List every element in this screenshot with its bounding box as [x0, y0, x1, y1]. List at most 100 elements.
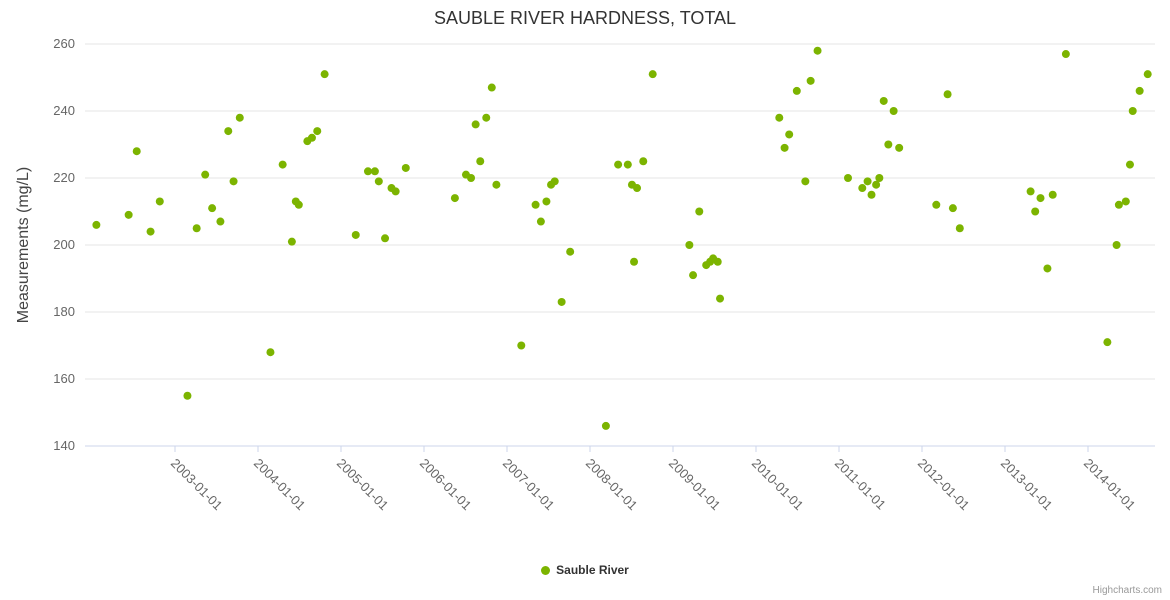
data-point[interactable] — [1125, 160, 1134, 169]
data-point[interactable] — [1135, 86, 1144, 95]
x-tick-label: 2010-01-01 — [749, 456, 807, 514]
data-point[interactable] — [391, 187, 400, 196]
data-point[interactable] — [943, 90, 952, 99]
y-tick-label: 160 — [53, 371, 75, 386]
data-point[interactable] — [216, 217, 225, 226]
data-point[interactable] — [278, 160, 287, 169]
data-point[interactable] — [155, 197, 164, 206]
data-point[interactable] — [531, 200, 540, 209]
data-point[interactable] — [294, 200, 303, 209]
data-point[interactable] — [307, 133, 316, 142]
data-point[interactable] — [183, 391, 192, 400]
data-point[interactable] — [1112, 241, 1121, 249]
data-point[interactable] — [92, 220, 101, 229]
data-point[interactable] — [889, 107, 898, 115]
data-point[interactable] — [713, 257, 722, 266]
data-point[interactable] — [1036, 194, 1045, 203]
data-point[interactable] — [146, 227, 155, 236]
data-point[interactable] — [487, 83, 496, 92]
data-point[interactable] — [879, 96, 888, 105]
data-point[interactable] — [351, 230, 360, 239]
data-point[interactable] — [542, 197, 551, 206]
data-point[interactable] — [685, 241, 694, 249]
data-point[interactable] — [320, 70, 329, 79]
data-point[interactable] — [363, 167, 372, 176]
data-point[interactable] — [1031, 207, 1040, 216]
data-point[interactable] — [1043, 264, 1052, 273]
x-tick-label: 2007-01-01 — [500, 456, 558, 514]
data-point[interactable] — [775, 113, 784, 122]
data-point[interactable] — [536, 217, 545, 226]
data-point[interactable] — [932, 200, 941, 209]
x-tick-label: 2012-01-01 — [915, 456, 973, 514]
data-point[interactable] — [557, 297, 566, 306]
data-point[interactable] — [266, 348, 275, 357]
data-point[interactable] — [813, 46, 822, 55]
data-point[interactable] — [785, 130, 794, 139]
data-point[interactable] — [648, 70, 657, 79]
data-point[interactable] — [1128, 107, 1137, 115]
data-point[interactable] — [630, 257, 639, 266]
data-point[interactable] — [843, 174, 852, 182]
credits-link[interactable]: Highcharts.com — [1092, 585, 1162, 596]
data-point[interactable] — [614, 160, 623, 169]
data-point[interactable] — [229, 177, 238, 186]
data-point[interactable] — [450, 194, 459, 203]
data-point[interactable] — [1121, 197, 1130, 206]
x-tick-label: 2009-01-01 — [666, 456, 724, 514]
data-point[interactable] — [858, 184, 867, 193]
data-point[interactable] — [716, 294, 725, 303]
data-point[interactable] — [482, 113, 491, 122]
data-point[interactable] — [867, 190, 876, 199]
data-point[interactable] — [467, 174, 476, 182]
data-point[interactable] — [1026, 187, 1035, 196]
data-point[interactable] — [872, 180, 881, 189]
data-point[interactable] — [1061, 50, 1070, 59]
data-point[interactable] — [780, 143, 789, 152]
data-point[interactable] — [689, 271, 698, 280]
data-point[interactable] — [895, 143, 904, 152]
data-point[interactable] — [639, 157, 648, 166]
data-point[interactable] — [370, 167, 379, 176]
data-point[interactable] — [1114, 200, 1123, 209]
data-point[interactable] — [287, 237, 296, 246]
data-point[interactable] — [381, 234, 390, 243]
data-point[interactable] — [806, 76, 815, 85]
data-point[interactable] — [633, 184, 642, 193]
data-point[interactable] — [948, 204, 957, 213]
data-point[interactable] — [566, 247, 575, 256]
data-point[interactable] — [875, 174, 884, 182]
data-point[interactable] — [517, 341, 526, 350]
data-point[interactable] — [863, 177, 872, 186]
legend-item-sauble-river[interactable]: Sauble River — [0, 563, 1170, 577]
data-point[interactable] — [792, 86, 801, 95]
data-point[interactable] — [1103, 338, 1112, 347]
data-point[interactable] — [623, 160, 632, 169]
x-tick-label: 2005-01-01 — [334, 456, 392, 514]
data-point[interactable] — [132, 147, 141, 156]
data-point[interactable] — [695, 207, 704, 216]
data-point[interactable] — [192, 224, 201, 233]
data-point[interactable] — [401, 163, 410, 172]
data-point[interactable] — [801, 177, 810, 186]
data-point[interactable] — [471, 120, 480, 129]
data-point[interactable] — [224, 127, 233, 136]
data-point[interactable] — [208, 204, 217, 213]
data-point[interactable] — [550, 177, 559, 186]
data-point[interactable] — [955, 224, 964, 233]
x-tick-label: 2008-01-01 — [583, 456, 641, 514]
data-point[interactable] — [235, 113, 244, 122]
data-point[interactable] — [884, 140, 893, 149]
data-point[interactable] — [374, 177, 383, 186]
data-point[interactable] — [1048, 190, 1057, 199]
x-tick-label: 2013-01-01 — [998, 456, 1056, 514]
data-point[interactable] — [601, 421, 610, 430]
data-point[interactable] — [124, 210, 133, 219]
data-point[interactable] — [1143, 70, 1152, 79]
data-point[interactable] — [476, 157, 485, 166]
data-point[interactable] — [313, 127, 322, 136]
data-point[interactable] — [201, 170, 210, 179]
x-tick-label: 2014-01-01 — [1081, 456, 1139, 514]
data-point[interactable] — [492, 180, 501, 189]
